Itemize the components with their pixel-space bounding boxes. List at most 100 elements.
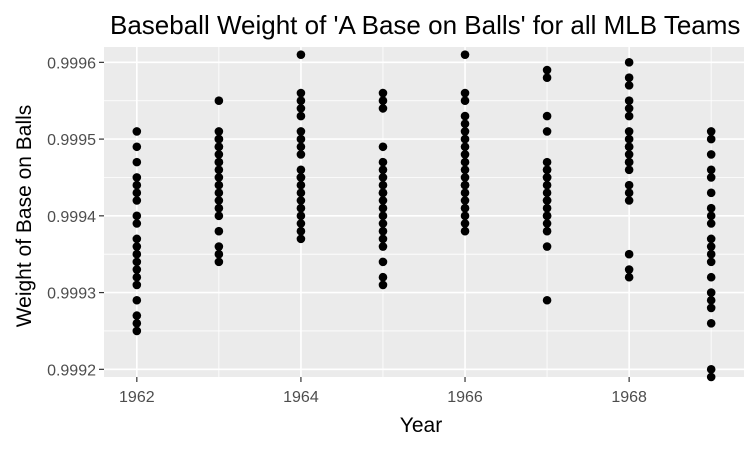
data-point <box>706 150 716 159</box>
data-point <box>460 165 470 175</box>
x-tick-label: 1968 <box>611 389 647 406</box>
data-point <box>214 127 224 136</box>
data-point <box>132 234 142 244</box>
data-point <box>624 127 634 136</box>
y-tick-label: 0.9993 <box>47 286 96 303</box>
data-point <box>132 280 142 290</box>
data-point <box>132 249 142 259</box>
data-point <box>460 88 470 98</box>
data-point <box>624 134 634 144</box>
data-point <box>706 272 716 282</box>
data-point <box>624 104 634 113</box>
data-point <box>214 142 224 152</box>
data-point <box>214 173 224 182</box>
data-point <box>706 257 716 267</box>
data-point <box>132 188 142 198</box>
data-point <box>706 234 716 244</box>
data-point <box>460 111 470 121</box>
data-point <box>214 180 224 190</box>
data-point <box>296 234 306 244</box>
data-point <box>706 188 716 198</box>
data-point <box>624 81 634 90</box>
data-point <box>706 173 716 182</box>
data-point <box>624 196 634 205</box>
data-point <box>460 219 470 228</box>
data-point <box>624 150 634 159</box>
data-point <box>542 295 552 305</box>
data-point <box>542 165 552 175</box>
data-point <box>378 104 388 113</box>
data-point <box>542 196 552 205</box>
data-point <box>460 150 470 159</box>
y-tick-label: 0.9994 <box>47 209 96 226</box>
data-point <box>706 365 716 374</box>
data-point <box>624 165 634 175</box>
data-point <box>296 142 306 152</box>
data-point <box>624 265 634 274</box>
data-point <box>378 234 388 244</box>
data-point <box>378 280 388 290</box>
data-point <box>542 127 552 136</box>
data-point <box>624 58 634 67</box>
data-point <box>378 242 388 251</box>
data-point <box>624 157 634 167</box>
data-point <box>296 134 306 144</box>
data-point <box>378 180 388 190</box>
data-point <box>460 127 470 136</box>
x-axis: 1962 1964 1966 1968 <box>119 377 647 406</box>
data-point <box>378 203 388 213</box>
data-point <box>378 165 388 175</box>
y-axis-title: Weight of Base on Balls <box>13 105 36 328</box>
data-point <box>214 242 224 251</box>
data-point <box>706 134 716 144</box>
data-point <box>378 88 388 98</box>
data-point <box>378 96 388 106</box>
data-point <box>296 196 306 205</box>
data-point <box>214 188 224 198</box>
data-point <box>296 165 306 175</box>
data-point <box>460 173 470 182</box>
data-point <box>624 272 634 282</box>
x-tick-label: 1962 <box>119 389 155 406</box>
data-point <box>214 249 224 259</box>
data-point <box>378 142 388 152</box>
data-point <box>706 219 716 228</box>
data-point <box>460 180 470 190</box>
data-point <box>378 211 388 221</box>
x-tick-label: 1966 <box>447 389 483 406</box>
data-point <box>706 203 716 213</box>
data-point <box>214 96 224 106</box>
x-axis-title: Year <box>400 414 442 437</box>
data-point <box>132 219 142 228</box>
data-point <box>624 96 634 106</box>
data-point <box>542 173 552 182</box>
data-point <box>214 150 224 159</box>
data-point <box>542 242 552 251</box>
x-tick-label: 1964 <box>283 389 319 406</box>
data-point <box>706 249 716 259</box>
data-point <box>132 242 142 251</box>
y-tick-label: 0.9992 <box>47 362 96 379</box>
data-point <box>296 180 306 190</box>
data-point <box>214 134 224 144</box>
data-point <box>214 157 224 167</box>
data-point <box>132 173 142 182</box>
data-point <box>132 326 142 336</box>
data-points <box>132 50 716 382</box>
data-point <box>296 127 306 136</box>
data-point <box>706 165 716 175</box>
data-point <box>542 226 552 236</box>
data-point <box>378 188 388 198</box>
data-point <box>624 249 634 259</box>
data-point <box>542 211 552 221</box>
data-point <box>378 196 388 205</box>
data-point <box>706 318 716 328</box>
data-point <box>214 257 224 267</box>
data-point <box>542 65 552 75</box>
data-point <box>542 203 552 213</box>
data-point <box>132 157 142 167</box>
data-point <box>132 180 142 190</box>
data-point <box>378 173 388 182</box>
data-point <box>378 219 388 228</box>
